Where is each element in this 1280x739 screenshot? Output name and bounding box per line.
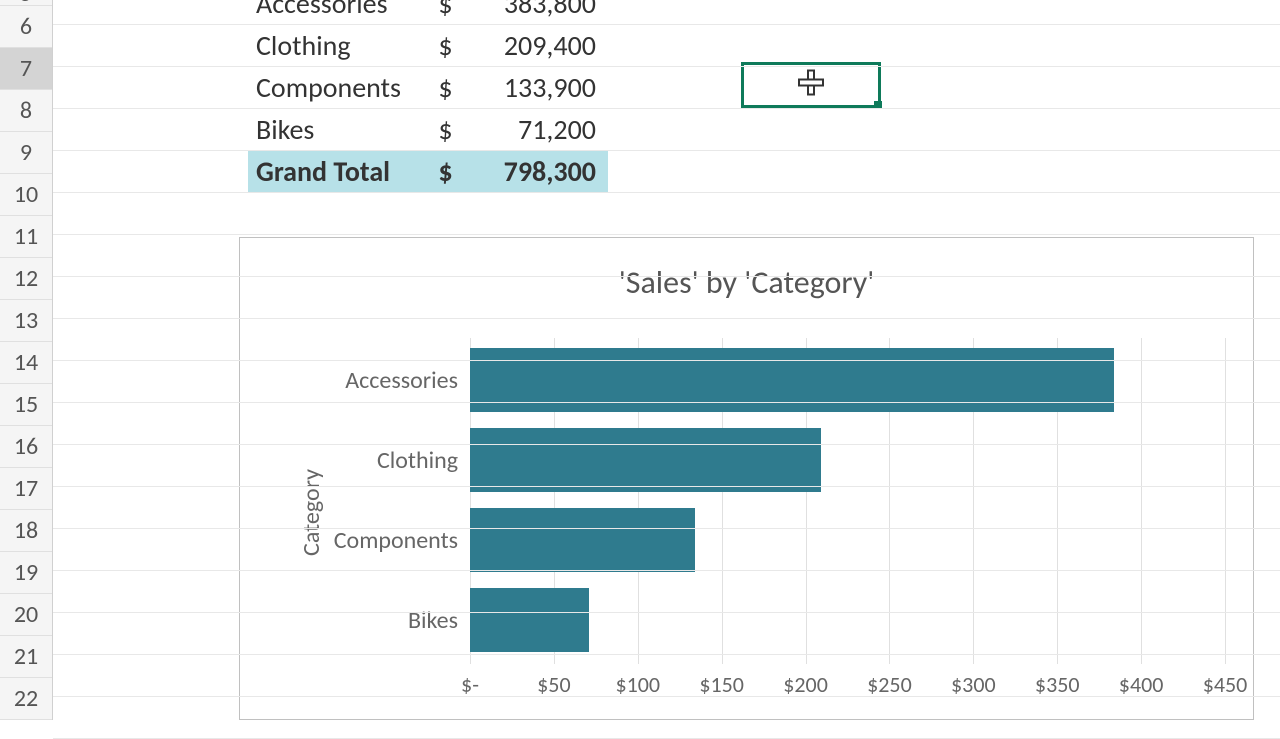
- row-header[interactable]: 16: [0, 426, 52, 468]
- selected-cell[interactable]: [741, 62, 881, 108]
- row-header[interactable]: 19: [0, 552, 52, 594]
- chart-x-tick: $400: [1119, 671, 1164, 698]
- table-row[interactable]: Accessories$383,800: [248, 0, 608, 24]
- chart[interactable]: 'Sales' by 'Category' Category Accessori…: [239, 237, 1254, 720]
- row-header[interactable]: 21: [0, 636, 52, 678]
- category-label: Components: [248, 70, 428, 105]
- spreadsheet-grid[interactable]: Accessories$383,800Clothing$209,400Compo…: [53, 0, 1280, 720]
- category-value: 209,400: [463, 28, 608, 63]
- chart-bar: [470, 428, 821, 492]
- currency-symbol: $: [428, 70, 463, 105]
- chart-gridline: [1225, 338, 1226, 664]
- row-header[interactable]: 15: [0, 384, 52, 426]
- category-value: 133,900: [463, 70, 608, 105]
- chart-x-tick: $-: [461, 671, 479, 698]
- chart-x-tick: $50: [537, 671, 570, 698]
- row-header[interactable]: 8: [0, 90, 52, 132]
- table-row[interactable]: Components$133,900: [248, 66, 608, 108]
- row-header[interactable]: 9: [0, 132, 52, 174]
- cell-cursor-icon: [797, 69, 825, 102]
- row-header[interactable]: 6: [0, 6, 52, 48]
- row-headers: 5678910111213141516171819202122: [0, 0, 53, 720]
- category-label: Clothing: [248, 28, 428, 63]
- chart-x-tick: $450: [1203, 671, 1248, 698]
- data-table: Accessories$383,800Clothing$209,400Compo…: [248, 0, 608, 192]
- currency-symbol: $: [428, 154, 463, 189]
- chart-bar-row: Bikes: [320, 586, 1223, 654]
- chart-x-tick: $250: [867, 671, 912, 698]
- chart-bar-label: Clothing: [320, 446, 470, 475]
- table-row[interactable]: Bikes$71,200: [248, 108, 608, 150]
- chart-bar-row: Clothing: [320, 426, 1223, 494]
- chart-bar-label: Bikes: [320, 606, 470, 635]
- chart-bar-row: Components: [320, 506, 1223, 574]
- chart-x-tick: $200: [783, 671, 828, 698]
- row-header[interactable]: 10: [0, 174, 52, 216]
- row-header[interactable]: 20: [0, 594, 52, 636]
- row-header[interactable]: 11: [0, 216, 52, 258]
- row-header[interactable]: 22: [0, 678, 52, 720]
- chart-plot-area: Accessories Clothing Components Bikes: [320, 338, 1223, 664]
- total-label: Grand Total: [248, 154, 428, 189]
- row-header[interactable]: 13: [0, 300, 52, 342]
- chart-bar-row: Accessories: [320, 346, 1223, 414]
- table-row[interactable]: Clothing$209,400: [248, 24, 608, 66]
- currency-symbol: $: [428, 112, 463, 147]
- table-row-total[interactable]: Grand Total$798,300: [248, 150, 608, 192]
- chart-bar: [470, 508, 695, 572]
- row-header[interactable]: 7: [0, 48, 52, 90]
- currency-symbol: $: [428, 0, 463, 21]
- total-value: 798,300: [463, 154, 608, 189]
- chart-x-tick: $300: [951, 671, 996, 698]
- chart-bar-label: Components: [320, 526, 470, 555]
- row-header[interactable]: 18: [0, 510, 52, 552]
- category-label: Bikes: [248, 112, 428, 147]
- chart-x-tick: $350: [1035, 671, 1080, 698]
- row-header[interactable]: 17: [0, 468, 52, 510]
- chart-bar: [470, 588, 589, 652]
- category-label: Accessories: [248, 0, 428, 21]
- chart-title: 'Sales' by 'Category': [240, 263, 1253, 302]
- row-header[interactable]: 14: [0, 342, 52, 384]
- category-value: 383,800: [463, 0, 608, 21]
- chart-x-tick: $100: [615, 671, 660, 698]
- chart-bar-label: Accessories: [320, 366, 470, 395]
- category-value: 71,200: [463, 112, 608, 147]
- currency-symbol: $: [428, 28, 463, 63]
- chart-x-tick: $150: [699, 671, 744, 698]
- row-header[interactable]: 12: [0, 258, 52, 300]
